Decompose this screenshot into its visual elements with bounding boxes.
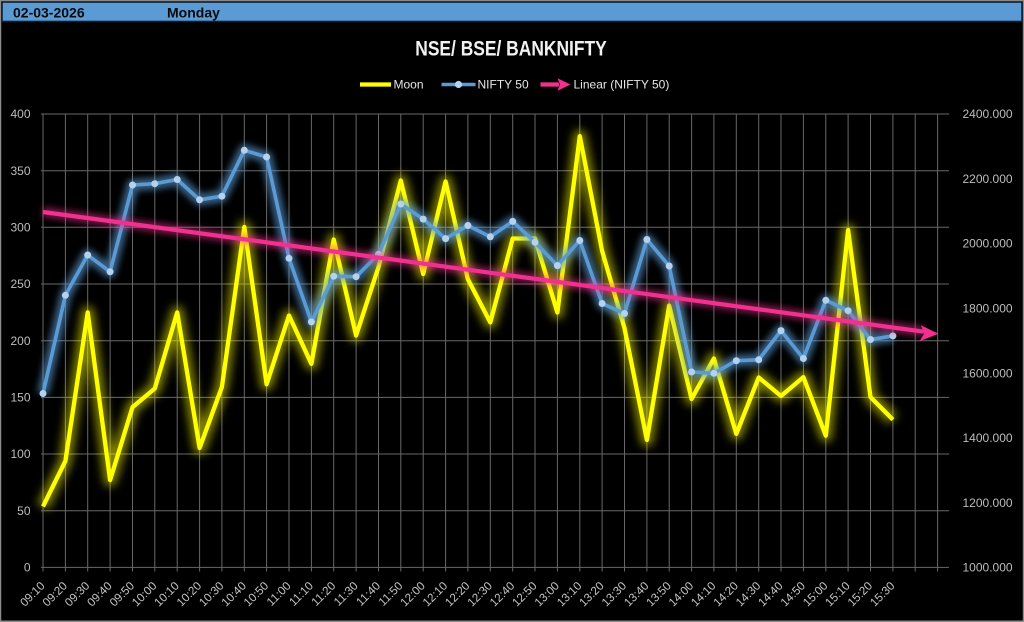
svg-text:1400.000: 1400.000 [963, 431, 1013, 445]
svg-text:200: 200 [10, 334, 30, 348]
svg-text:350: 350 [10, 164, 30, 178]
svg-text:250: 250 [10, 277, 30, 291]
svg-text:1000.000: 1000.000 [963, 561, 1013, 575]
svg-text:NIFTY 50: NIFTY 50 [478, 78, 529, 92]
svg-text:2200.000: 2200.000 [963, 172, 1013, 186]
svg-text:1600.000: 1600.000 [963, 366, 1013, 380]
svg-text:50: 50 [17, 504, 31, 518]
svg-text:NSE/ BSE/ BANKNIFTY: NSE/ BSE/ BANKNIFTY [415, 38, 607, 61]
svg-text:Moon: Moon [394, 78, 424, 92]
svg-text:Monday: Monday [167, 5, 220, 21]
svg-text:2400.000: 2400.000 [963, 107, 1013, 121]
svg-text:400: 400 [10, 107, 30, 121]
svg-text:02-03-2026: 02-03-2026 [13, 5, 85, 21]
svg-text:150: 150 [10, 391, 30, 405]
svg-text:0: 0 [24, 561, 31, 575]
svg-text:2000.000: 2000.000 [963, 237, 1013, 251]
svg-text:300: 300 [10, 221, 30, 235]
svg-text:100: 100 [10, 447, 30, 461]
svg-text:1200.000: 1200.000 [963, 496, 1013, 510]
svg-text:Linear (NIFTY 50): Linear (NIFTY 50) [574, 78, 670, 92]
svg-text:1800.000: 1800.000 [963, 302, 1013, 316]
